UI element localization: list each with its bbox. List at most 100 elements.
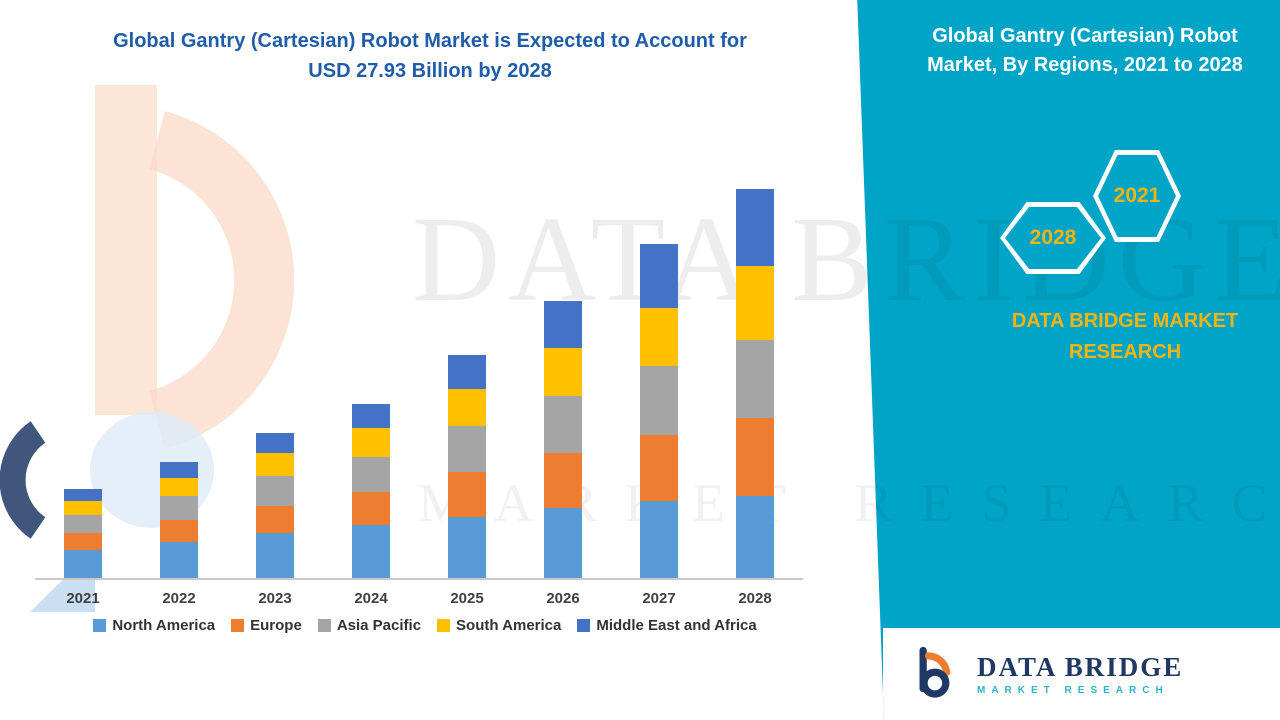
bar-segment-europe bbox=[64, 533, 102, 551]
bar-segment-south-america bbox=[256, 452, 294, 477]
bar-column-2025 bbox=[419, 190, 515, 578]
badge-2028: 2028 bbox=[1000, 202, 1106, 274]
bar-segment-middle-east-and-africa bbox=[736, 189, 774, 267]
chart-title-line2: USD 27.93 Billion by 2028 bbox=[308, 60, 552, 82]
bar-segment-middle-east-and-africa bbox=[256, 433, 294, 453]
bar-segment-asia-pacific bbox=[736, 339, 774, 418]
logo-box: DATA BRIDGE MARKET RESEARCH bbox=[883, 628, 1280, 720]
bar-segment-north-america bbox=[640, 501, 678, 578]
legend-item-middle-east-and-africa: Middle East and Africa bbox=[577, 617, 757, 634]
logo-wordmark: DATA BRIDGE MARKET RESEARCH bbox=[977, 653, 1183, 696]
bar-segment-south-america bbox=[736, 266, 774, 340]
legend-item-north-america: North America bbox=[93, 617, 215, 634]
bar-column-2022 bbox=[131, 190, 227, 578]
bar-segment-middle-east-and-africa bbox=[64, 488, 102, 502]
bar-segment-asia-pacific bbox=[352, 456, 390, 492]
logo-name: DATA BRIDGE bbox=[977, 651, 1184, 682]
logo-subtitle: MARKET RESEARCH bbox=[977, 684, 1169, 696]
bar-segment-south-america bbox=[64, 501, 102, 516]
bar-segment-europe bbox=[640, 434, 678, 502]
chart-title: Global Gantry (Cartesian) Robot Market i… bbox=[60, 26, 800, 86]
legend-label: South America bbox=[456, 617, 562, 634]
legend-swatch-icon bbox=[317, 619, 331, 632]
panel-title-line2: Market, By Regions, 2021 to 2028 bbox=[927, 54, 1243, 76]
stacked-bar-2022 bbox=[160, 462, 198, 578]
stacked-bar-2027 bbox=[640, 243, 678, 578]
bar-segment-europe bbox=[448, 472, 486, 517]
bar-column-2024 bbox=[323, 190, 419, 578]
x-axis-label-2028: 2028 bbox=[738, 590, 772, 607]
bar-segment-middle-east-and-africa bbox=[352, 403, 390, 428]
chart-title-line1: Global Gantry (Cartesian) Robot Market i… bbox=[113, 30, 747, 52]
x-axis-label-2025: 2025 bbox=[450, 590, 484, 607]
x-axis-labels: 2021 2022 2023 2024 2025 2026 2027 2028 bbox=[35, 590, 803, 607]
bar-segment-south-america bbox=[448, 388, 486, 427]
bar-column-2023 bbox=[227, 190, 323, 578]
legend-label: Asia Pacific bbox=[336, 617, 422, 634]
hexagon-fill: 2021 bbox=[1098, 155, 1176, 237]
brand-text-line1: DATA BRIDGE MARKET bbox=[1011, 310, 1239, 332]
legend-label: Europe bbox=[250, 617, 302, 634]
bar-segment-middle-east-and-africa bbox=[640, 243, 678, 308]
bar-segment-north-america bbox=[64, 550, 102, 578]
bar-segment-north-america bbox=[352, 525, 390, 578]
legend-item-europe: Europe bbox=[231, 617, 302, 634]
x-axis-label-2026: 2026 bbox=[546, 590, 580, 607]
plot-area bbox=[35, 189, 803, 580]
bar-segment-europe bbox=[736, 417, 774, 496]
bar-segment-middle-east-and-africa bbox=[448, 355, 486, 389]
bar-segment-middle-east-and-africa bbox=[544, 300, 582, 349]
bar-column-2021 bbox=[35, 190, 131, 578]
brand-text-line2: RESEARCH bbox=[1068, 341, 1182, 363]
x-axis-label-2022: 2022 bbox=[162, 590, 196, 607]
x-axis-label-2024: 2024 bbox=[354, 590, 388, 607]
bar-segment-north-america bbox=[736, 495, 774, 578]
legend-swatch-icon bbox=[231, 619, 245, 632]
bar-segment-middle-east-and-africa bbox=[160, 462, 198, 478]
legend-item-south-america: South America bbox=[437, 617, 561, 634]
bar-segment-south-america bbox=[640, 307, 678, 367]
hexagon-outline-icon: 2028 bbox=[1000, 202, 1106, 274]
right-panel: DATA BRIDGE MARKET RESEARCH Global Gantr… bbox=[857, 0, 1280, 720]
bar-segment-europe bbox=[352, 491, 390, 526]
panel-watermark-line2: MARKET RESEARCH bbox=[420, 473, 1280, 533]
bar-column-2028 bbox=[707, 189, 803, 578]
brand-text: DATA BRIDGE MARKET RESEARCH bbox=[955, 306, 1280, 368]
bar-segment-asia-pacific bbox=[640, 366, 678, 435]
panel-title-line1: Global Gantry (Cartesian) Robot bbox=[932, 25, 1238, 47]
bar-column-2026 bbox=[515, 190, 611, 578]
legend-swatch-icon bbox=[93, 619, 107, 632]
badge-2021-label: 2021 bbox=[1113, 184, 1161, 207]
legend-item-asia-pacific: Asia Pacific bbox=[317, 617, 422, 634]
data-bridge-logo-icon bbox=[919, 646, 951, 698]
bar-segment-south-america bbox=[544, 348, 582, 396]
bar-segment-europe bbox=[544, 452, 582, 509]
stacked-bar-2026 bbox=[544, 300, 582, 578]
bar-segment-asia-pacific bbox=[256, 476, 294, 506]
bar-segment-south-america bbox=[160, 477, 198, 496]
bar-segment-asia-pacific bbox=[544, 395, 582, 453]
legend-swatch-icon bbox=[437, 619, 451, 632]
stacked-bar-2023 bbox=[256, 433, 294, 578]
legend-label: Middle East and Africa bbox=[596, 617, 757, 634]
bar-segment-asia-pacific bbox=[160, 495, 198, 520]
stacked-bar-2021 bbox=[64, 488, 102, 578]
bar-segment-europe bbox=[160, 519, 198, 542]
chart-legend: North America Europe Asia Pacific South Ame… bbox=[20, 617, 830, 634]
hexagon-fill: 2028 bbox=[1005, 207, 1101, 269]
bar-column-2027 bbox=[611, 190, 707, 578]
bar-segment-asia-pacific bbox=[448, 426, 486, 473]
stacked-bar-2025 bbox=[448, 355, 486, 578]
bar-segment-north-america bbox=[544, 508, 582, 578]
x-axis-label-2023: 2023 bbox=[258, 590, 292, 607]
hexagon-outline-icon: 2021 bbox=[1093, 150, 1181, 242]
badge-2021: 2021 bbox=[1093, 150, 1181, 242]
x-axis-label-2027: 2027 bbox=[642, 590, 676, 607]
bar-segment-asia-pacific bbox=[64, 515, 102, 534]
stacked-bar-2028 bbox=[736, 189, 774, 578]
bar-segment-south-america bbox=[352, 427, 390, 457]
panel-title: Global Gantry (Cartesian) Robot Market, … bbox=[905, 22, 1265, 80]
bar-segment-north-america bbox=[448, 516, 486, 578]
bar-segment-north-america bbox=[160, 541, 198, 578]
